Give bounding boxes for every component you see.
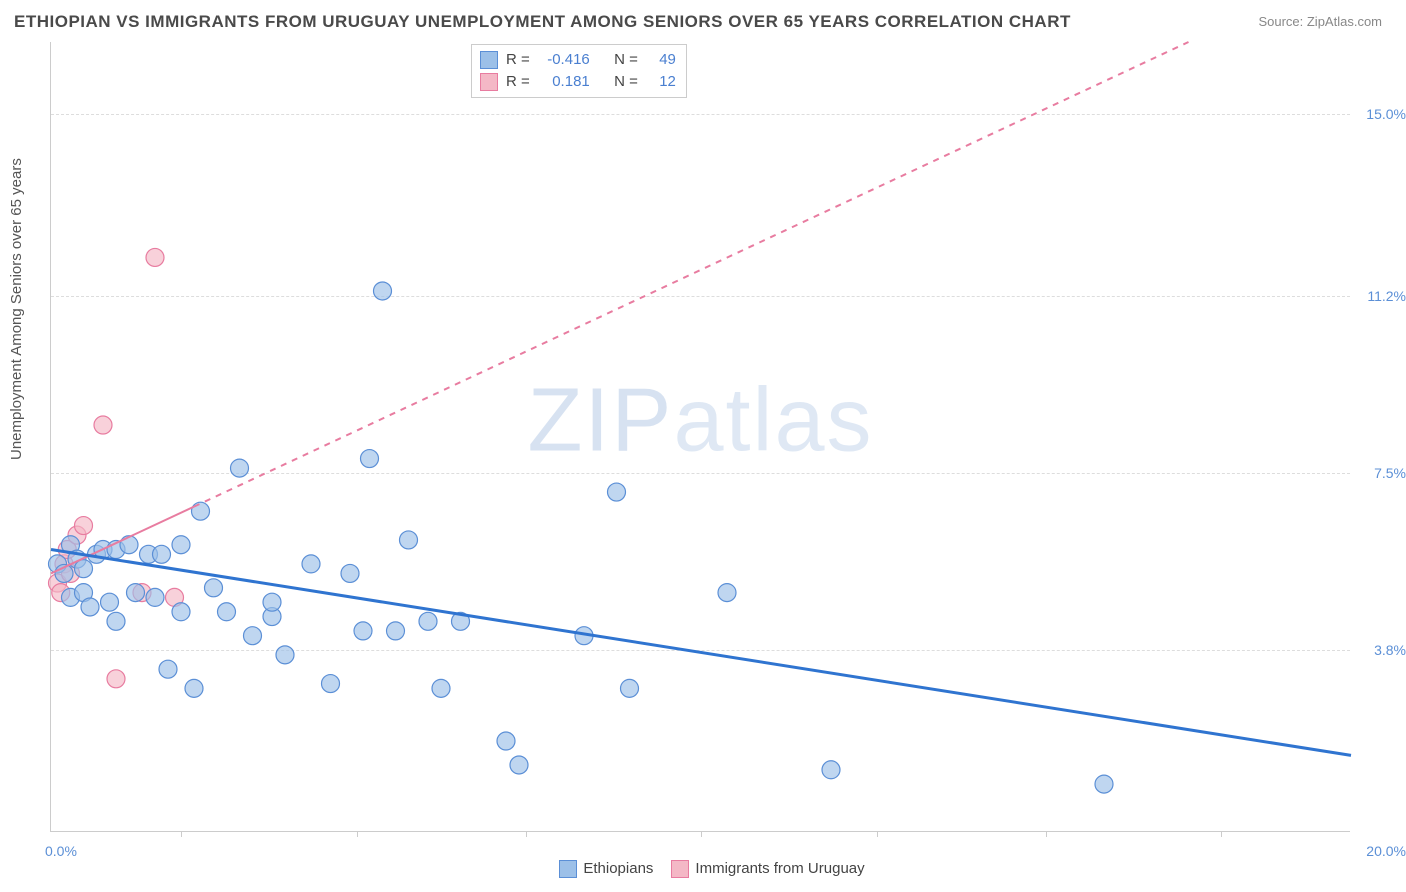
scatter-point-ethiopian (192, 502, 210, 520)
chart-title: ETHIOPIAN VS IMMIGRANTS FROM URUGUAY UNE… (14, 12, 1071, 32)
scatter-point-ethiopian (107, 612, 125, 630)
trend-line-uruguay (194, 42, 1189, 507)
stat-r-label: R = (506, 49, 530, 71)
scatter-point-ethiopian (387, 622, 405, 640)
scatter-point-ethiopian (341, 564, 359, 582)
scatter-point-ethiopian (621, 679, 639, 697)
scatter-point-ethiopian (510, 756, 528, 774)
scatter-point-ethiopian (361, 450, 379, 468)
stat-n-value: 49 (646, 49, 676, 71)
y-tick-label: 15.0% (1366, 106, 1406, 122)
x-tick (1046, 831, 1047, 837)
scatter-point-ethiopian (354, 622, 372, 640)
x-tick (357, 831, 358, 837)
correlation-chart: ETHIOPIAN VS IMMIGRANTS FROM URUGUAY UNE… (0, 0, 1406, 892)
scatter-point-ethiopian (101, 593, 119, 611)
legend-label: Immigrants from Uruguay (695, 860, 864, 877)
y-axis-label: Unemployment Among Seniors over 65 years (8, 158, 25, 460)
scatter-point-ethiopian (276, 646, 294, 664)
trend-line-ethiopian (51, 550, 1351, 756)
stat-n-label: N = (614, 49, 638, 71)
scatter-point-ethiopian (419, 612, 437, 630)
scatter-point-ethiopian (244, 627, 262, 645)
scatter-point-ethiopian (120, 536, 138, 554)
scatter-point-ethiopian (81, 598, 99, 616)
stats-row: R = -0.416 N = 49 (480, 49, 676, 71)
scatter-point-ethiopian (822, 761, 840, 779)
x-tick (877, 831, 878, 837)
legend-swatch (480, 51, 498, 69)
scatter-point-ethiopian (718, 584, 736, 602)
bottom-legend: Ethiopians Immigrants from Uruguay (0, 860, 1406, 878)
stat-n-label: N = (614, 71, 638, 93)
x-tick (701, 831, 702, 837)
x-tick (526, 831, 527, 837)
x-axis-max-label: 20.0% (1366, 843, 1406, 859)
x-axis-min-label: 0.0% (45, 843, 77, 859)
plot-svg (51, 42, 1350, 831)
y-tick-label: 7.5% (1374, 465, 1406, 481)
scatter-point-ethiopian (231, 459, 249, 477)
scatter-point-ethiopian (75, 560, 93, 578)
y-tick-label: 3.8% (1374, 642, 1406, 658)
scatter-point-ethiopian (146, 588, 164, 606)
legend-swatch (671, 860, 689, 878)
plot-area: ZIPatlas R =-0.416 N =49R =0.181 N =12 3… (50, 42, 1350, 832)
scatter-point-ethiopian (497, 732, 515, 750)
scatter-point-uruguay (146, 248, 164, 266)
stat-n-value: 12 (646, 71, 676, 93)
x-tick (181, 831, 182, 837)
scatter-point-ethiopian (400, 531, 418, 549)
scatter-point-ethiopian (172, 603, 190, 621)
scatter-point-ethiopian (205, 579, 223, 597)
scatter-point-uruguay (107, 670, 125, 688)
stat-r-label: R = (506, 71, 530, 93)
scatter-point-ethiopian (302, 555, 320, 573)
stat-r-value: -0.416 (538, 49, 590, 71)
scatter-point-ethiopian (172, 536, 190, 554)
scatter-point-ethiopian (127, 584, 145, 602)
scatter-point-ethiopian (153, 545, 171, 563)
source-attribution: Source: ZipAtlas.com (1258, 14, 1382, 29)
scatter-point-ethiopian (322, 675, 340, 693)
scatter-point-ethiopian (159, 660, 177, 678)
scatter-point-uruguay (75, 517, 93, 535)
legend-swatch (559, 860, 577, 878)
x-tick (1221, 831, 1222, 837)
scatter-point-ethiopian (218, 603, 236, 621)
scatter-point-ethiopian (608, 483, 626, 501)
stats-row: R = 0.181 N = 12 (480, 71, 676, 93)
stats-legend-box: R = -0.416 N = 49 R = 0.181 N = 12 (471, 44, 687, 98)
legend-swatch (480, 73, 498, 91)
scatter-point-ethiopian (374, 282, 392, 300)
scatter-point-ethiopian (263, 593, 281, 611)
legend-label: Ethiopians (583, 860, 653, 877)
scatter-point-ethiopian (432, 679, 450, 697)
scatter-point-uruguay (94, 416, 112, 434)
scatter-point-ethiopian (1095, 775, 1113, 793)
y-tick-label: 11.2% (1367, 288, 1406, 304)
scatter-point-ethiopian (185, 679, 203, 697)
stat-r-value: 0.181 (538, 71, 590, 93)
